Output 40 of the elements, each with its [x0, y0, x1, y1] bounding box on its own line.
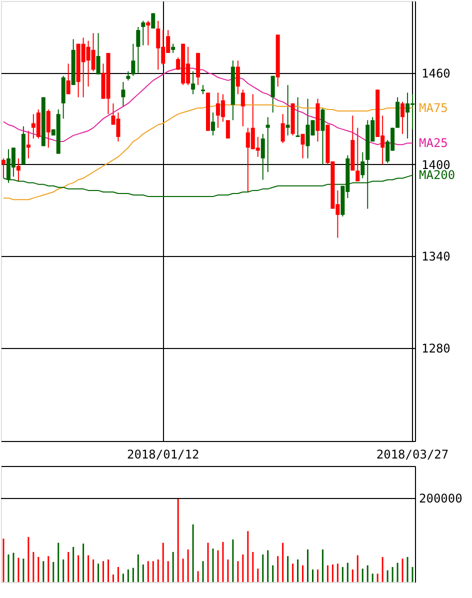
candlestick — [121, 81, 126, 107]
candlestick — [280, 114, 285, 144]
candlestick — [131, 43, 136, 76]
series-label: MA75 — [419, 100, 448, 115]
candlestick — [141, 20, 146, 46]
candlestick — [260, 133, 265, 180]
candlestick — [240, 89, 245, 127]
candlestick — [270, 75, 275, 114]
candlestick — [296, 96, 300, 138]
y-tick-label: 1340 — [422, 250, 450, 264]
candlestick — [151, 12, 156, 29]
series-label: MA25 — [419, 136, 448, 150]
candlestick — [266, 116, 270, 173]
y-tick-label: 1460 — [422, 66, 450, 80]
candlestick — [1, 158, 6, 179]
x-tick-label: 2018/03/27 — [376, 448, 449, 462]
candlestick — [300, 133, 305, 159]
candlestick — [400, 101, 405, 134]
candlestick — [236, 60, 240, 95]
x-tick-label: 2018/01/12 — [126, 448, 200, 462]
y-tick-label: 1280 — [422, 341, 450, 356]
candlestick — [16, 158, 20, 182]
candlestick — [191, 70, 196, 95]
candlestick — [96, 32, 100, 75]
text: 200000 — [419, 492, 462, 506]
candlestick — [210, 112, 215, 136]
candlestick — [360, 152, 365, 179]
candlestick — [46, 108, 50, 148]
candlestick — [226, 120, 230, 139]
candlestick — [26, 130, 30, 159]
candlestick — [66, 63, 70, 95]
candlestick — [136, 26, 140, 74]
candlestick — [146, 20, 150, 46]
candlestick — [320, 107, 325, 165]
series-label: MA200 — [419, 168, 456, 182]
candlestick — [356, 127, 360, 182]
candlestick — [286, 84, 290, 136]
candlestick — [201, 84, 206, 95]
candlestick — [171, 43, 176, 54]
candlestick — [126, 70, 130, 81]
